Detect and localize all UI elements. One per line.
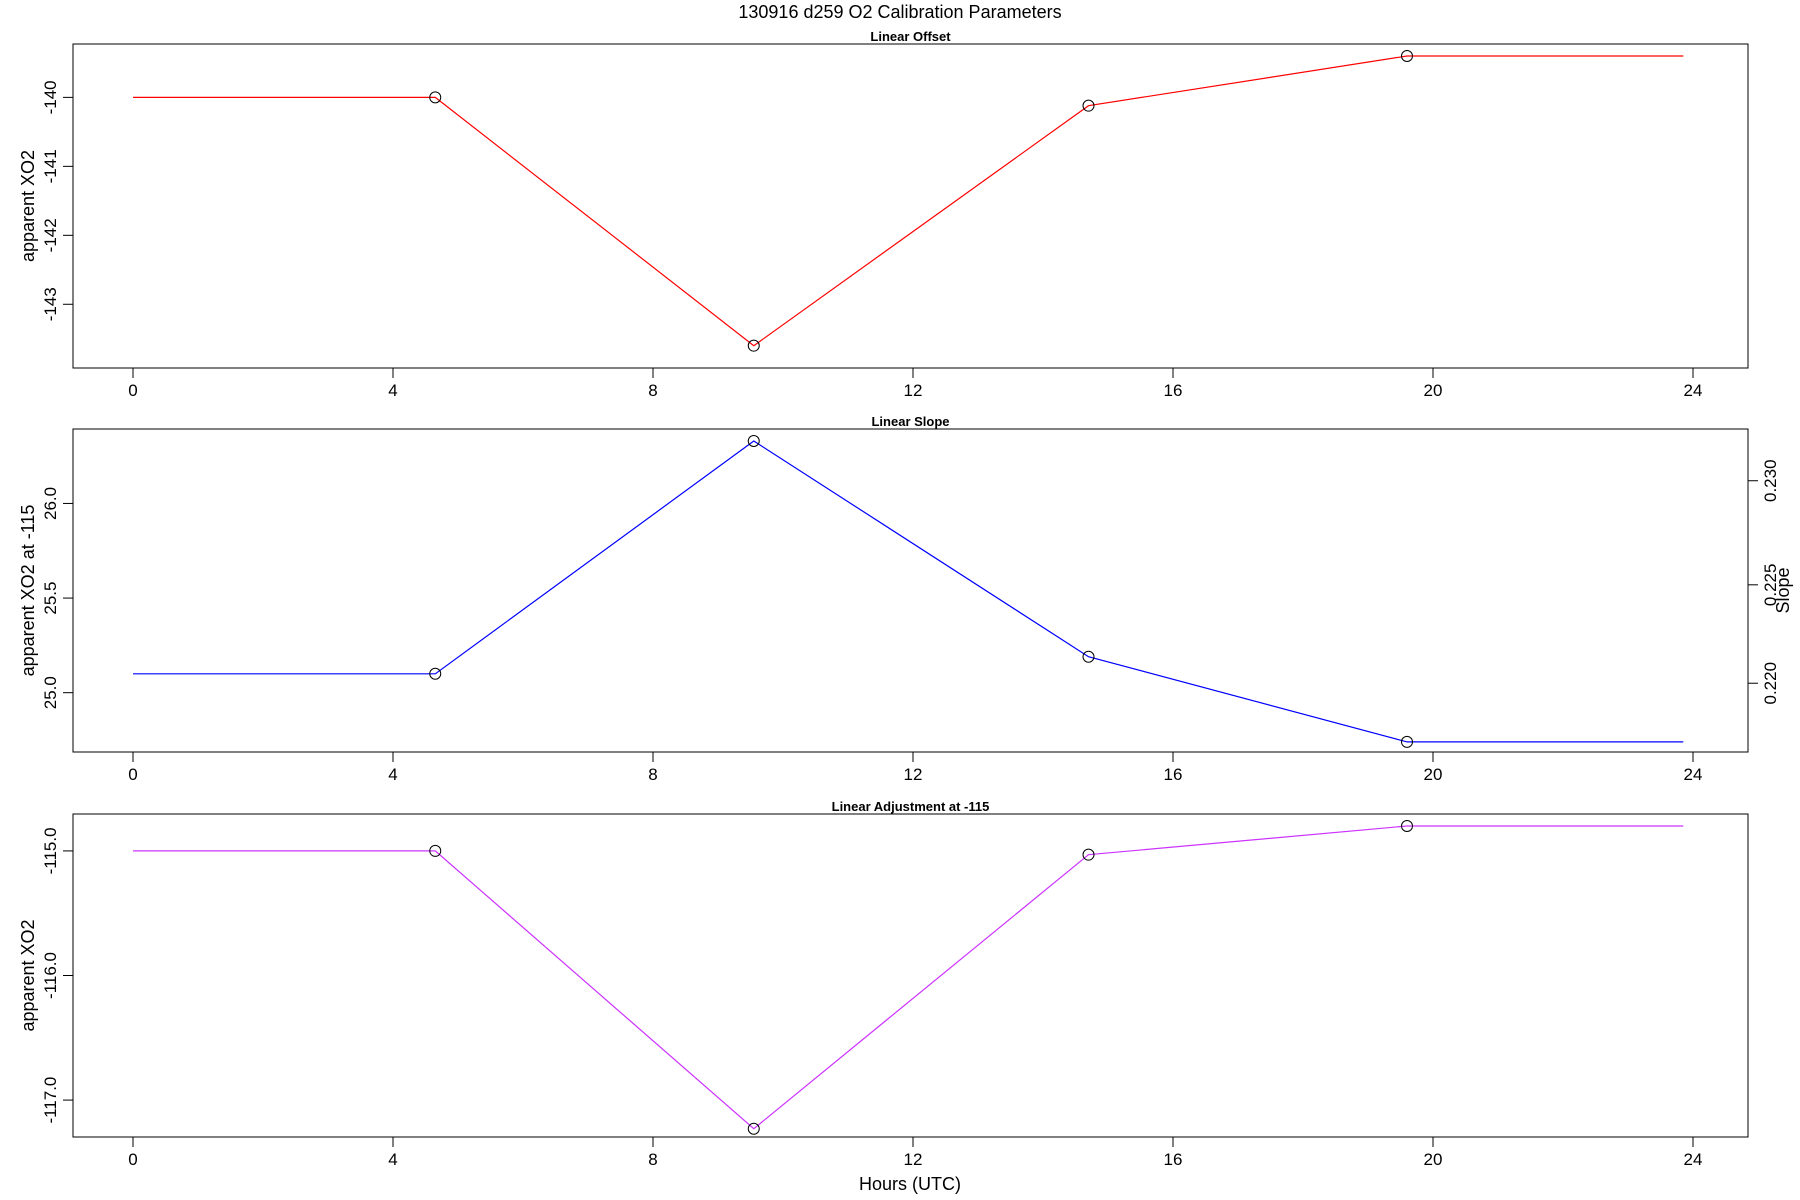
panel-linear-slope: Linear Slope 0 4 8 12 16 20 24 25.0 25.5 26.0appar… [18,414,1793,784]
data-point [1082,99,1095,112]
x-tick-label: 12 [904,381,923,400]
data-point [1401,50,1413,62]
y-tick-label: -142 [41,218,60,252]
y-tick-label: -117.0 [41,1077,60,1124]
panel-title: Linear Offset [870,29,951,44]
x-tick-label: 0 [128,381,137,400]
data-point [429,844,442,857]
y-tick-label: -143 [41,287,60,321]
data-point [1401,735,1413,748]
y2-tick-label: 0.220 [1761,662,1780,705]
y-axis-label: apparent XO2 [18,919,38,1031]
x-tick-label: 24 [1684,381,1703,400]
figure-title: 130916 d259 O2 Calibration Parameters [738,2,1061,22]
panel-title: Linear Slope [871,414,949,429]
x-tick-label: 12 [904,765,923,784]
x-tick-label: 20 [1424,1150,1443,1169]
plot-frame [72,43,1749,369]
data-point [1082,848,1095,861]
x-tick-label: 8 [648,765,657,784]
y-axis-label: apparent XO2 [18,150,38,262]
plot-frame [72,813,1749,1138]
x-tick-label: 8 [648,1150,657,1169]
x-tick-label: 16 [1164,381,1183,400]
y2-axis-label: Slope [1773,567,1793,613]
series-line [133,440,1684,743]
x-tick-label: 24 [1684,765,1703,784]
x-tick-label: 4 [388,765,397,784]
x-tick-label: 4 [388,1150,397,1169]
y-tick-label: 25.0 [41,676,60,709]
x-tick-label: 24 [1684,1150,1703,1169]
data-point [1082,650,1095,663]
data-point [747,339,760,352]
series-line [133,825,1684,1130]
y-tick-label: -141 [41,149,60,183]
y-axis-label: apparent XO2 at -115 [18,505,38,677]
data-point [747,435,760,447]
x-axis-label: Hours (UTC) [859,1174,961,1194]
y-tick-label: -140 [41,80,60,114]
data-point [747,1122,760,1135]
panel-linear-adjustment-at-115: Linear Adjustment at -115 0 4 8 12 16 20 24 -115… [18,799,1749,1169]
x-tick-label: 4 [388,381,397,400]
x-tick-label: 16 [1164,765,1183,784]
y-tick-label: -116.0 [41,952,60,999]
panels: Linear Offset 0 4 8 12 16 20 24 -140 -141 -142 -143… [18,29,1793,1169]
series-line [133,55,1684,347]
data-point [1401,820,1413,832]
y2-tick-label: 0.230 [1761,459,1780,502]
y2-tick-label: 0.225 [1761,564,1780,607]
x-tick-label: 20 [1424,765,1443,784]
x-tick-label: 12 [904,1150,923,1169]
data-point [429,667,442,680]
y-tick-label: 26.0 [41,487,60,520]
x-tick-label: 8 [648,381,657,400]
panel-linear-offset: Linear Offset 0 4 8 12 16 20 24 -140 -141 -142 -143… [18,29,1749,400]
x-tick-label: 20 [1424,381,1443,400]
x-tick-label: 0 [128,765,137,784]
y-tick-label: 25.5 [41,582,60,615]
x-tick-label: 16 [1164,1150,1183,1169]
data-point [429,91,442,104]
y-tick-label: -115.0 [41,827,60,874]
plot-frame [72,428,1749,753]
x-tick-label: 0 [128,1150,137,1169]
panel-title: Linear Adjustment at -115 [832,799,990,814]
